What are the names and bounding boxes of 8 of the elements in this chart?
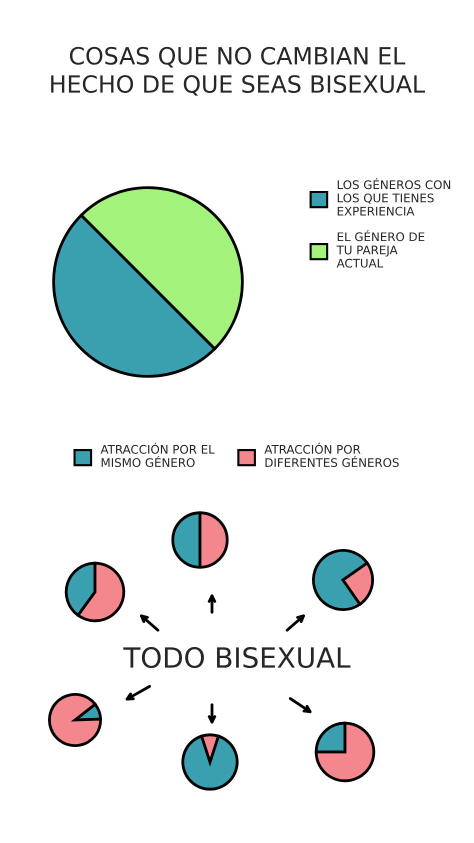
legend-label: EL GÉNERO DE TU PAREJA ACTUAL bbox=[336, 230, 424, 268]
legend-label: ATRACCIÓN POR DIFERENTES GÉNEROS bbox=[264, 442, 399, 468]
pie-slice bbox=[314, 722, 376, 782]
text: TODO BISEXUAL bbox=[123, 647, 350, 668]
chart-title: COSAS QUE NO CAMBIAN EL HECHO DE QUE SEAS BISEXUAL bbox=[51, 46, 426, 96]
pie-slice bbox=[48, 693, 102, 747]
legend-label: LOS GÉNEROS CON LOS QUE TIENES EXPERIENCIA bbox=[338, 178, 450, 216]
legend-label: ATRACCIÓN POR EL MISMO GÉNERO bbox=[100, 442, 215, 468]
